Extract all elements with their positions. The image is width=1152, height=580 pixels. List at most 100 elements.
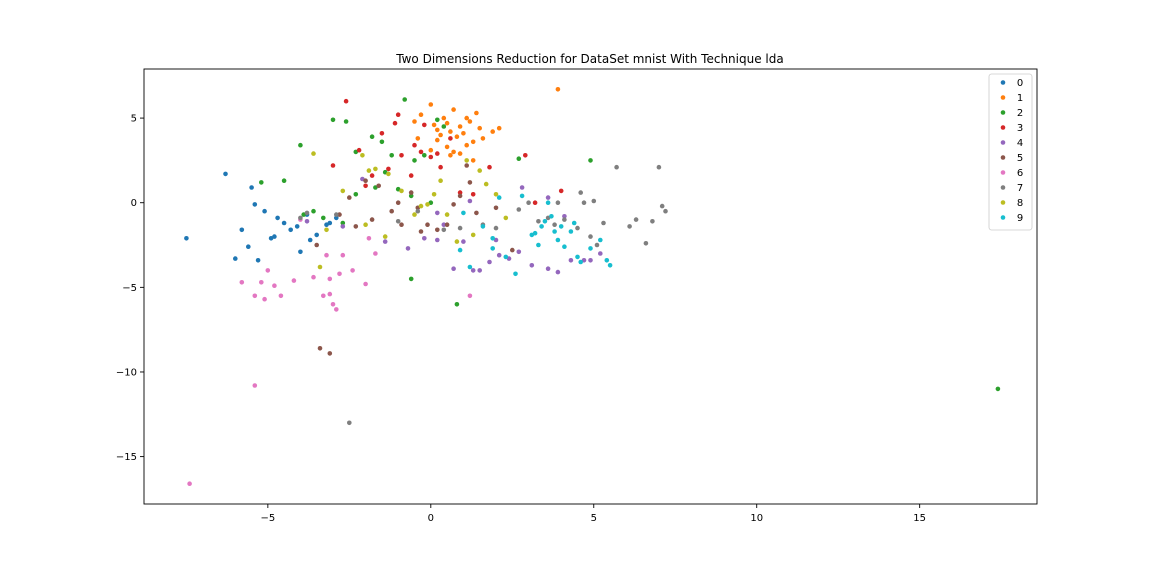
legend-marker-7 [1000,185,1006,190]
data-point [510,247,515,253]
data-point [490,129,496,134]
data-point [382,239,388,244]
data-point [477,268,483,273]
data-point [588,246,593,251]
data-point [441,115,447,121]
data-point [324,252,329,258]
data-point [340,220,346,226]
data-point [555,200,561,205]
legend-marker-6 [1000,170,1006,175]
data-point [408,173,414,178]
data-point [441,227,447,233]
legend-marker-9 [1000,215,1006,220]
data-point [252,293,258,299]
data-point [496,252,502,258]
data-point [448,129,453,134]
data-point [330,302,336,307]
data-point [353,192,359,197]
data-point [438,132,443,138]
data-point [448,136,453,141]
data-point [402,97,408,102]
legend-label-4: 4 [1017,138,1023,149]
data-point [555,237,561,243]
data-point [435,237,440,243]
data-point [278,293,284,299]
data-point [373,251,378,256]
data-point [395,219,401,224]
data-point [604,258,610,263]
data-point [340,224,346,229]
data-point [298,142,303,148]
data-point [513,271,518,277]
data-point [451,149,456,155]
data-point [444,120,450,126]
data-point [395,200,401,205]
series-7 [298,164,668,426]
data-point [304,210,310,216]
data-point [327,351,333,356]
data-point [496,125,502,131]
data-point [373,166,378,172]
data-point [239,280,245,285]
legend-marker-3 [1000,125,1006,130]
data-point [184,236,189,241]
series-0 [184,171,339,263]
series-5 [314,163,515,356]
y-tick-label: −15 [116,452,137,463]
data-point [239,227,245,233]
data-point [536,219,541,224]
data-point [435,137,440,143]
data-point [656,164,662,170]
data-point [314,232,320,238]
data-point [428,102,434,107]
data-point [330,117,336,123]
data-point [503,215,509,221]
data-point [340,252,346,258]
data-point [444,222,450,227]
y-tick-label: −10 [116,367,137,378]
data-point [552,229,557,234]
data-point [457,225,463,231]
data-point [422,153,427,158]
data-point [389,153,395,158]
data-point [418,203,424,209]
data-point [399,153,404,158]
data-point [187,481,192,487]
data-point [549,214,554,219]
x-tick-label: 5 [591,513,597,524]
data-point [493,205,499,211]
data-point [633,217,639,222]
data-point [399,188,404,194]
data-point [464,158,470,163]
data-point [519,185,525,190]
data-point [294,224,300,229]
data-point [487,164,492,170]
data-point [262,208,267,214]
legend-marker-0 [1000,80,1006,85]
legend-marker-4 [1000,140,1006,145]
data-point [467,264,473,270]
y-tick-label: 5 [131,114,137,125]
data-point [562,214,567,219]
data-point [408,276,414,282]
data-point [454,302,460,307]
series-6 [187,217,473,487]
data-point [555,87,561,92]
data-point [334,307,339,312]
data-point [493,192,499,197]
plot-frame [143,68,1038,505]
data-point [470,232,476,238]
data-point [252,202,258,207]
data-point [457,247,463,253]
series-3 [330,98,564,205]
data-point [327,276,333,282]
data-point [412,212,417,217]
data-point [431,192,437,197]
data-point [350,268,355,273]
data-point [536,242,541,248]
data-point [614,164,619,170]
data-point [542,219,548,224]
data-point [327,291,333,297]
